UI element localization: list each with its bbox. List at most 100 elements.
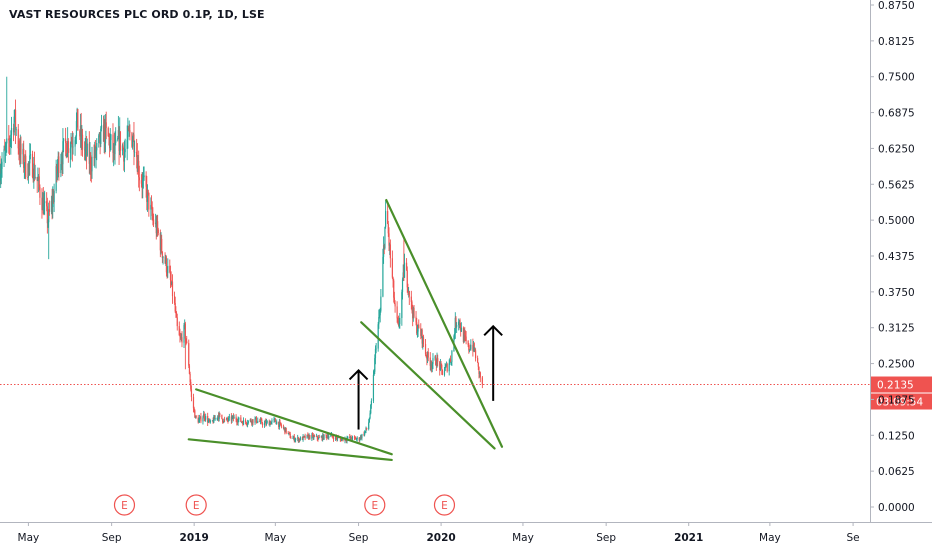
candle-body (478, 366, 480, 374)
candle-up (320, 435, 322, 438)
candle-up (27, 161, 30, 184)
candle-up (113, 143, 115, 167)
candle-body (57, 156, 59, 167)
candle-body (159, 233, 161, 251)
candle-body (190, 389, 193, 398)
candle-down (193, 406, 195, 413)
candle-body (351, 436, 354, 440)
candle-down (65, 127, 67, 157)
candle-down (104, 118, 106, 155)
candle-up (259, 417, 262, 425)
candle-body (48, 209, 50, 212)
candle-body (133, 134, 135, 153)
candle-body (93, 156, 95, 158)
candle-down (85, 135, 88, 170)
candle-down (416, 318, 418, 336)
candle-body (326, 436, 329, 438)
candle-body (340, 439, 342, 441)
candle-down (396, 301, 398, 323)
candle-down (102, 115, 105, 142)
candle-body (137, 160, 139, 172)
candle-up (460, 322, 462, 333)
candle-body (378, 316, 380, 325)
candle-body (446, 364, 448, 372)
candle-body (467, 341, 469, 346)
candle-body (47, 222, 49, 224)
candle-body (441, 365, 443, 370)
x-tick-label: Sep (596, 532, 616, 544)
candle-down (33, 151, 36, 182)
candle-body (347, 436, 349, 439)
candle-up (37, 167, 39, 182)
candle-body (25, 155, 27, 178)
candle-up (100, 114, 103, 132)
candle-down (256, 422, 258, 424)
candle-down (407, 283, 409, 296)
candle-body (171, 281, 174, 297)
candle-body (141, 183, 143, 187)
candle-down (288, 431, 291, 435)
candle-down (155, 215, 157, 240)
arrow-head (483, 324, 503, 336)
candle-up (13, 109, 15, 136)
candle-body (109, 140, 111, 149)
candle-down (23, 140, 25, 173)
y-tick-label: 0.5000 (878, 215, 915, 227)
candle-body (98, 135, 100, 144)
candle-up (242, 417, 245, 425)
candle-down (25, 150, 27, 180)
candle-up (167, 258, 169, 278)
candle-down (90, 157, 92, 183)
candle-body (311, 434, 314, 436)
candle-body (284, 427, 286, 433)
candle-body (152, 219, 155, 225)
candle-body (458, 320, 460, 322)
candle-up (86, 138, 88, 157)
candle-down (136, 143, 138, 175)
candle-body (408, 290, 410, 292)
candle-body (167, 265, 169, 274)
candle-body (302, 436, 304, 440)
candle-down (236, 418, 238, 426)
candle-body (426, 356, 428, 360)
candle-up (398, 317, 400, 329)
candle-up (450, 361, 452, 366)
candle-up (468, 348, 471, 353)
candle-down (141, 172, 143, 199)
candle-up (4, 141, 7, 164)
candle-body (6, 138, 8, 144)
candle-up (62, 138, 65, 153)
candle-down (465, 331, 467, 345)
candle-body (19, 151, 21, 159)
candle-down (251, 421, 253, 426)
candle-down (318, 434, 320, 438)
candle-down (424, 338, 427, 357)
candle-down (411, 300, 413, 314)
candle-down (185, 338, 187, 346)
candle-down (41, 188, 43, 219)
candle-body (392, 277, 394, 281)
candle-down (138, 150, 140, 188)
candle-up (431, 362, 433, 373)
candle-body (46, 201, 48, 207)
candle-up (131, 136, 134, 150)
candle-body (134, 151, 136, 153)
candle-down (280, 422, 282, 427)
candle-up (380, 289, 382, 313)
candle-up (266, 420, 268, 424)
candle-body (198, 418, 201, 421)
candle-body (420, 328, 422, 336)
candle-body (122, 145, 124, 149)
candle-body (298, 439, 300, 442)
candle-up (117, 115, 119, 140)
candle-down (79, 129, 81, 140)
candle-up (85, 130, 87, 162)
candle-body (95, 150, 97, 156)
candle-body (382, 245, 385, 257)
candle-body (322, 434, 324, 440)
candle-body (349, 436, 351, 439)
candle-down (393, 291, 396, 305)
candle-body (236, 420, 238, 423)
